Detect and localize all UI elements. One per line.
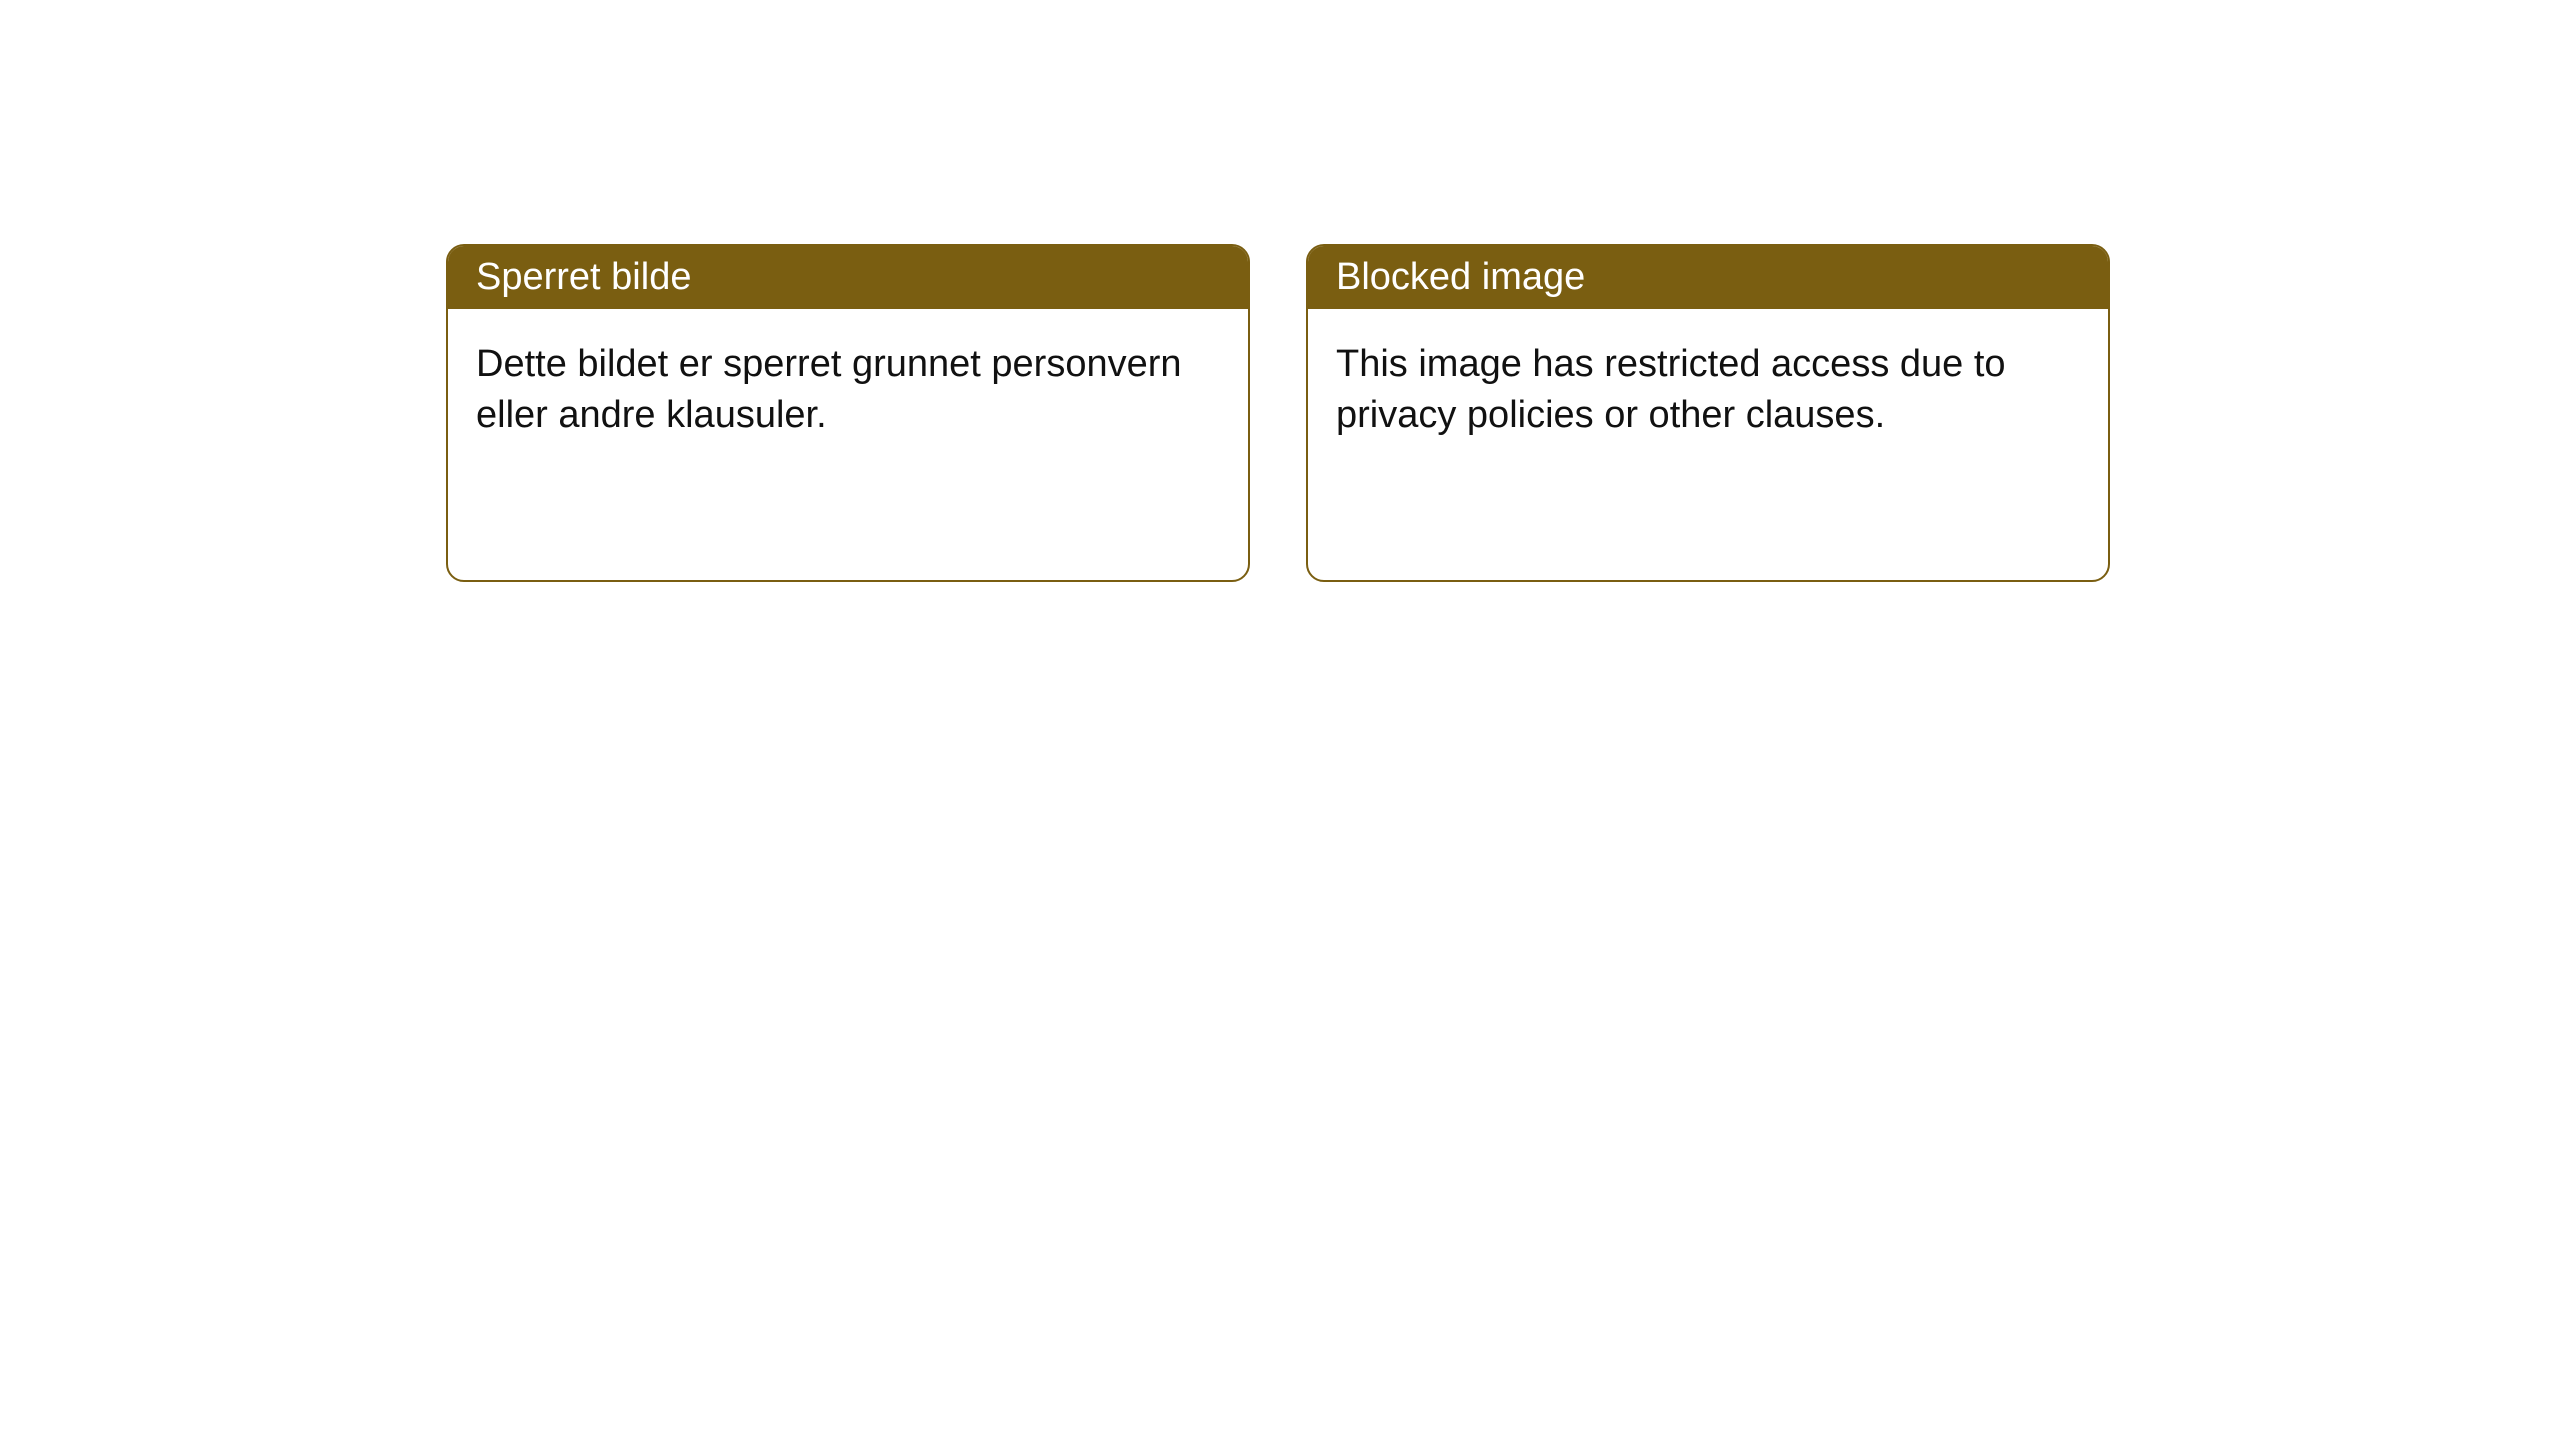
notice-body-text: This image has restricted access due to … (1336, 343, 2006, 436)
notice-card-english: Blocked image This image has restricted … (1306, 244, 2110, 582)
notice-card-norwegian: Sperret bilde Dette bildet er sperret gr… (446, 244, 1250, 582)
notice-body: This image has restricted access due to … (1308, 309, 2108, 472)
notice-body: Dette bildet er sperret grunnet personve… (448, 309, 1248, 472)
notice-header: Blocked image (1308, 246, 2108, 309)
notice-container: Sperret bilde Dette bildet er sperret gr… (0, 0, 2560, 582)
notice-header-text: Sperret bilde (476, 256, 691, 298)
notice-body-text: Dette bildet er sperret grunnet personve… (476, 343, 1182, 436)
notice-header-text: Blocked image (1336, 256, 1585, 298)
notice-header: Sperret bilde (448, 246, 1248, 309)
